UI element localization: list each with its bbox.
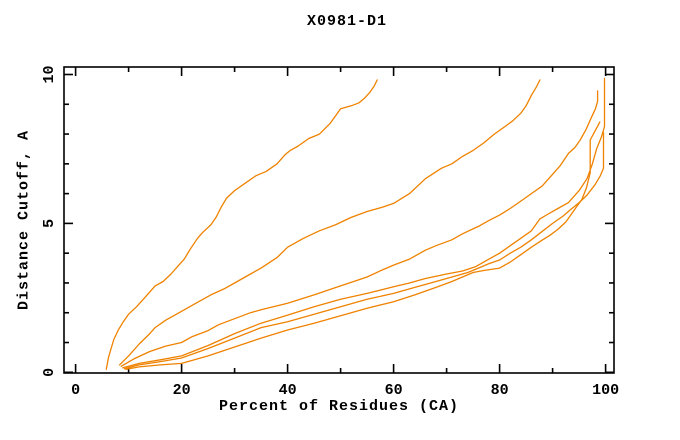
x-tick-label: 40 [279,382,297,399]
plot-frame [63,66,615,374]
x-axis-title: Percent of Residues (CA) [218,398,460,415]
gdt-curve-3 [120,90,599,367]
gdt-curve-1 [105,79,378,370]
x-tick-label: 100 [592,382,619,399]
gdt-curve-4 [122,77,606,369]
x-tick-label: 0 [71,382,80,399]
x-tick-label: 20 [173,382,191,399]
chart-title: X0981-D1 [306,13,388,30]
y-tick-label: 10 [41,65,58,83]
y-tick-label: 0 [41,368,58,377]
gdt-curve-5 [123,131,605,370]
gdt-curve-6 [125,121,601,370]
y-tick-label: 5 [41,219,58,228]
x-tick-label: 80 [491,382,509,399]
x-tick-label: 60 [385,382,403,399]
gdt-curve-2 [118,79,541,366]
